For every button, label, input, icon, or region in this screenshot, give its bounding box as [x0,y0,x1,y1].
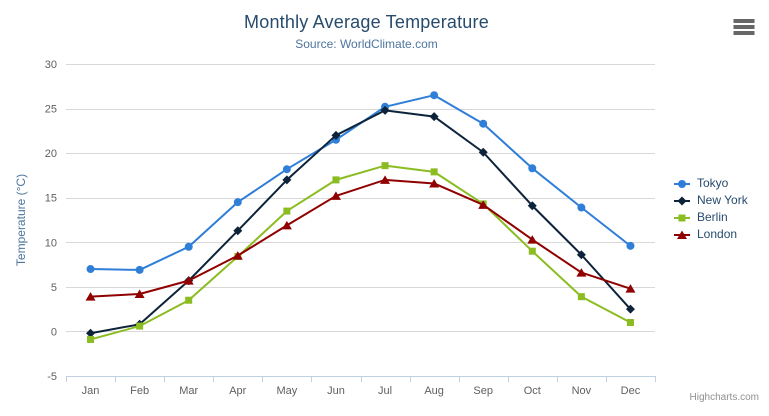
legend-marker-circle-icon [674,177,692,189]
data-point-new-york-jan[interactable] [86,328,96,338]
x-axis-tick-label: Jun [327,385,345,397]
y-axis-tick-label: 30 [45,59,57,71]
x-axis-tick-label: Jan [82,385,100,397]
x-axis-tick-label: Sep [473,385,493,397]
data-point-london-apr[interactable] [232,251,243,260]
data-point-london-feb[interactable] [134,289,145,298]
data-point-berlin-feb[interactable] [136,322,144,330]
data-point-tokyo-jan[interactable] [86,265,95,274]
data-point-tokyo-aug[interactable] [430,91,439,100]
y-axis-tick-label: 25 [45,104,57,116]
data-point-berlin-aug[interactable] [430,168,438,176]
y-axis-tick-label: 5 [51,282,57,294]
data-point-new-york-nov[interactable] [576,250,586,260]
x-axis-tick-label: Apr [229,385,246,397]
legend-label: London [697,226,738,241]
data-point-london-dec[interactable] [625,284,636,293]
y-axis-tick-label: 10 [45,237,57,249]
data-point-tokyo-mar[interactable] [184,242,193,251]
data-point-london-oct[interactable] [527,235,538,244]
y-axis-tick-label: 15 [45,193,57,205]
legend-marker-triangle-icon [674,228,692,240]
data-point-london-jul[interactable] [380,175,391,184]
data-point-tokyo-apr[interactable] [233,198,242,207]
legend-marker-shape [677,230,687,239]
data-point-tokyo-may[interactable] [282,165,291,174]
data-point-london-mar[interactable] [183,276,194,285]
x-axis-tick-label: Mar [179,385,198,397]
series-line-tokyo[interactable] [89,94,632,271]
data-point-tokyo-dec[interactable] [626,241,635,250]
data-point-tokyo-oct[interactable] [528,164,537,173]
data-point-london-sep[interactable] [478,200,489,209]
data-point-berlin-mar[interactable] [185,296,193,304]
series-line-london[interactable] [89,178,632,298]
data-point-new-york-dec[interactable] [625,304,635,314]
legend-item-tokyo[interactable]: Tokyo [674,174,748,191]
y-axis-tick-label: 0 [51,326,57,338]
x-axis-tick-label: Jul [378,385,392,397]
data-point-new-york-aug[interactable] [429,112,439,122]
y-axis-title: Temperature (°C) [14,174,28,266]
data-point-new-york-jun[interactable] [331,130,341,140]
data-point-london-jan[interactable] [85,292,96,301]
series-line-new-york[interactable] [89,109,632,335]
data-point-berlin-may[interactable] [283,207,291,215]
export-menu-button[interactable] [731,17,757,37]
y-axis-tick-label: 20 [45,148,57,160]
legend-label: Berlin [697,209,728,224]
hamburger-icon [733,19,755,35]
data-point-new-york-apr[interactable] [233,226,243,236]
data-point-london-aug[interactable] [429,178,440,188]
data-point-london-may[interactable] [281,220,292,230]
data-point-new-york-oct[interactable] [527,201,537,211]
x-axis-tick-label: Feb [130,385,149,397]
legend-marker-shape [678,214,686,221]
legend: Tokyo New York Berlin London [674,174,748,242]
data-point-tokyo-nov[interactable] [577,203,586,212]
legend-item-berlin[interactable]: Berlin [674,208,748,225]
data-point-new-york-may[interactable] [282,175,292,185]
legend-label: New York [697,192,748,207]
data-point-berlin-jan[interactable] [87,335,95,343]
data-point-new-york-jul[interactable] [380,105,390,115]
data-point-london-jun[interactable] [330,191,341,200]
credits-link[interactable]: Highcharts.com [689,392,759,403]
data-point-berlin-dec[interactable] [626,319,634,327]
series-line-berlin[interactable] [89,164,632,341]
data-point-berlin-oct[interactable] [528,247,536,255]
legend-item-london[interactable]: London [674,225,748,242]
legend-marker-square-icon [674,211,692,223]
legend-label: Tokyo [697,175,729,190]
x-axis-tick-label: Nov [572,385,592,397]
data-point-london-nov[interactable] [576,268,587,277]
legend-item-new-york[interactable]: New York [674,191,748,208]
x-axis-tick-label: Aug [424,385,444,397]
y-axis-tick-label: -5 [47,371,57,383]
legend-marker-shape [678,179,686,188]
legend-marker-diamond-icon [674,194,692,206]
legend-marker-shape [677,196,687,205]
data-point-berlin-jun[interactable] [332,176,340,184]
chart-subtitle: Source: WorldClimate.com [295,37,438,51]
data-point-tokyo-feb[interactable] [135,265,144,274]
data-point-tokyo-sep[interactable] [479,119,488,128]
data-point-berlin-jul[interactable] [381,162,389,170]
data-point-new-york-sep[interactable] [478,147,488,157]
x-axis-tick-label: Oct [524,385,541,397]
x-axis-tick-label: May [276,385,297,397]
chart-title: Monthly Average Temperature [244,12,489,32]
data-point-berlin-nov[interactable] [577,293,585,301]
x-axis-tick-label: Dec [621,385,641,397]
